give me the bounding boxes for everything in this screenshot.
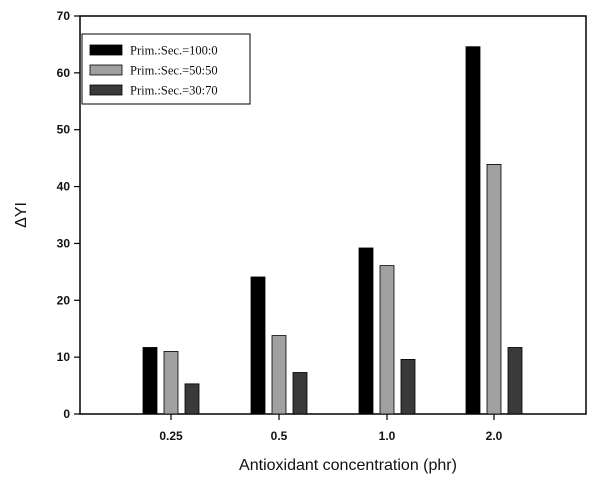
- y-axis-label: ΔYI: [13, 202, 30, 228]
- bar: [250, 276, 266, 415]
- y-tick-label: 60: [57, 66, 71, 80]
- x-axis: 0.25 0.5 1.0 2.0: [159, 414, 503, 443]
- bar: [292, 372, 308, 415]
- legend: Prim.:Sec.=100:0 Prim.:Sec.=50:50 Prim.:Se…: [81, 33, 251, 105]
- bar: [142, 347, 158, 415]
- legend-swatch: [89, 84, 123, 96]
- bar: [486, 163, 502, 415]
- y-tick-label: 40: [57, 180, 71, 194]
- bar: [271, 335, 287, 415]
- x-axis-label: Antioxidant concentration (phr): [239, 457, 457, 474]
- legend-swatch: [89, 64, 123, 76]
- bar: [163, 351, 179, 415]
- x-tick-label: 0.25: [159, 429, 183, 443]
- bars: [142, 46, 523, 415]
- y-tick-label: 30: [57, 236, 71, 250]
- bar: [400, 359, 416, 415]
- legend-label: Prim.:Sec.=50:50: [130, 64, 218, 78]
- x-tick-label: 2.0: [486, 429, 503, 443]
- legend-label: Prim.:Sec.=100:0: [130, 44, 218, 58]
- bar: [379, 265, 395, 415]
- x-tick-label: 1.0: [379, 429, 396, 443]
- bar: [184, 383, 200, 415]
- y-tick-label: 10: [57, 350, 71, 364]
- y-tick-label: 50: [57, 123, 71, 137]
- legend-swatch: [89, 44, 123, 56]
- y-tick-label: 70: [57, 9, 71, 23]
- legend-label: Prim.:Sec.=30:70: [130, 84, 218, 98]
- bar: [358, 247, 374, 415]
- y-tick-label: 0: [63, 407, 70, 421]
- bar: [465, 46, 481, 415]
- x-tick-label: 0.5: [271, 429, 288, 443]
- bar: [507, 347, 523, 415]
- y-tick-label: 20: [57, 293, 71, 307]
- plot-frame: [79, 15, 587, 415]
- y-axis: 0 10 20 30 40 50 60 70: [57, 9, 80, 421]
